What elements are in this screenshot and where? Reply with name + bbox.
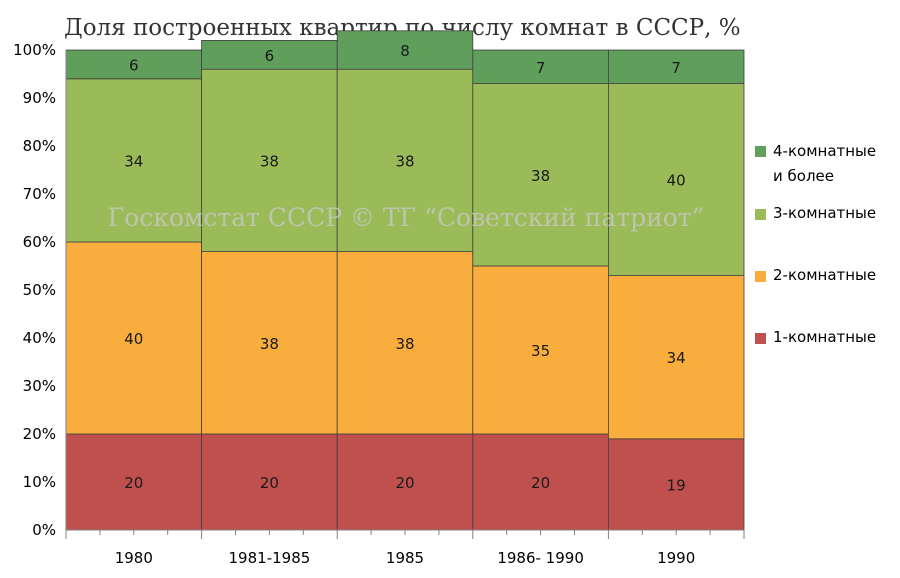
y-tick-label: 70% [23, 185, 56, 203]
bar-segment [608, 275, 745, 440]
data-label: 38 [260, 335, 279, 353]
y-tick-label: 40% [23, 329, 56, 347]
bar-segment [608, 438, 745, 531]
legend-label-line2: и более [773, 167, 834, 185]
bar-segment [472, 49, 609, 84]
data-label: 7 [671, 59, 681, 77]
y-tick-label: 10% [23, 473, 56, 491]
bar-segment [201, 251, 338, 435]
data-label: 6 [129, 56, 139, 74]
y-tick-label: 30% [23, 377, 56, 395]
bar-segment [608, 49, 745, 84]
bar-segment [65, 49, 203, 80]
watermark: Госкомстат СССР © ТГ “Советский патриот” [108, 203, 705, 232]
data-label: 8 [400, 42, 410, 60]
y-tick-label: 50% [23, 281, 56, 299]
bars: 20 40 34 6 20 38 38 6 20 38 38 8 20 35 38 7 19 34 40 7 [65, 30, 745, 531]
data-label: 34 [124, 152, 143, 170]
data-label: 35 [531, 342, 550, 360]
bar-segment [472, 83, 609, 267]
bar-segment [65, 78, 203, 243]
bar-segment [608, 83, 745, 276]
legend-swatch [755, 209, 766, 220]
legend-label: 2-комнатные [773, 266, 876, 284]
data-label: 7 [536, 59, 546, 77]
x-tick-label: 1990 [657, 549, 695, 567]
data-label: 34 [667, 349, 686, 367]
legend-label: 3-комнатные [773, 204, 876, 222]
data-label: 20 [531, 474, 550, 492]
axes: 0%10%20%30%40%50%60%70%80%90%100%1980 198… [13, 41, 745, 567]
bar-segment [336, 433, 474, 531]
y-tick-label: 20% [23, 425, 56, 443]
data-label: 38 [260, 152, 279, 170]
y-tick-label: 0% [32, 521, 56, 539]
data-label: 20 [124, 474, 143, 492]
data-label: 38 [531, 167, 550, 185]
legend-swatch [755, 333, 766, 344]
y-tick-label: 60% [23, 233, 56, 251]
data-label: 40 [124, 330, 143, 348]
x-tick-label: 1980 [115, 549, 153, 567]
x-tick-label: 1985 [386, 549, 424, 567]
bar-segment [65, 241, 203, 435]
data-label: 38 [395, 335, 414, 353]
data-label: 38 [395, 152, 414, 170]
bar-segment [201, 40, 338, 70]
data-label: 19 [667, 476, 686, 494]
bar-segment [472, 433, 609, 531]
bar-segment [336, 251, 474, 435]
data-label: 40 [667, 172, 686, 190]
legend-label: 1-комнатные [773, 328, 876, 346]
legend: 1-комнатные 2-комнатные 3-комнатные 4-комна… [755, 142, 876, 346]
y-tick-label: 90% [23, 89, 56, 107]
y-tick-label: 80% [23, 137, 56, 155]
x-tick-label: 1981-1985 [229, 549, 311, 567]
legend-label: 4-комнатные [773, 142, 876, 160]
data-label: 6 [265, 47, 275, 65]
legend-swatch [755, 146, 766, 157]
data-label: 20 [395, 474, 414, 492]
x-tick-label: 1986- 1990 [497, 549, 584, 567]
legend-swatch [755, 271, 766, 282]
bar-segment [336, 68, 474, 252]
data-label: 20 [260, 474, 279, 492]
bar-segment [472, 265, 609, 435]
y-tick-label: 100% [13, 41, 56, 59]
